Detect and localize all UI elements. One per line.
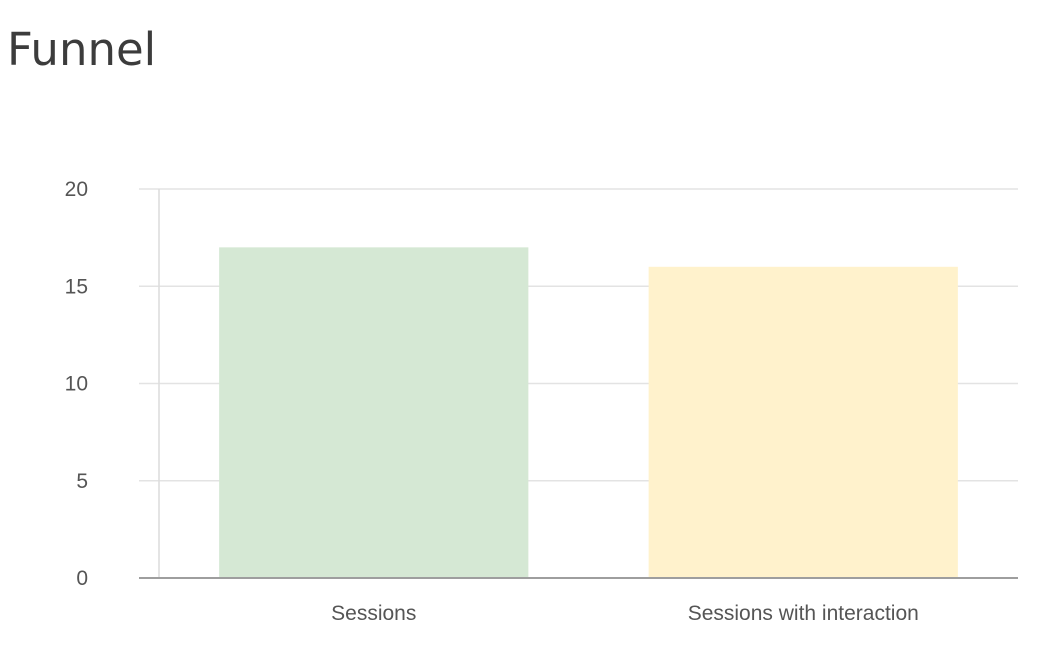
y-tick-label: 15 xyxy=(65,275,88,298)
bar-2[interactable] xyxy=(648,266,958,578)
y-tick-label: 10 xyxy=(65,373,88,396)
axes xyxy=(139,189,1018,579)
y-tick-label: 5 xyxy=(76,470,88,493)
y-tick-label: 20 xyxy=(65,178,88,201)
x-category-label: Sessions with interaction xyxy=(688,602,919,625)
bars xyxy=(219,247,958,578)
chart-title: Funnel xyxy=(7,23,157,76)
y-tick-label: 0 xyxy=(76,567,88,590)
x-category-label: Sessions xyxy=(331,602,416,625)
bar-1[interactable] xyxy=(219,247,529,578)
labels: 0 5 10 15 20 Sessions Sessions with interactio… xyxy=(65,178,919,625)
